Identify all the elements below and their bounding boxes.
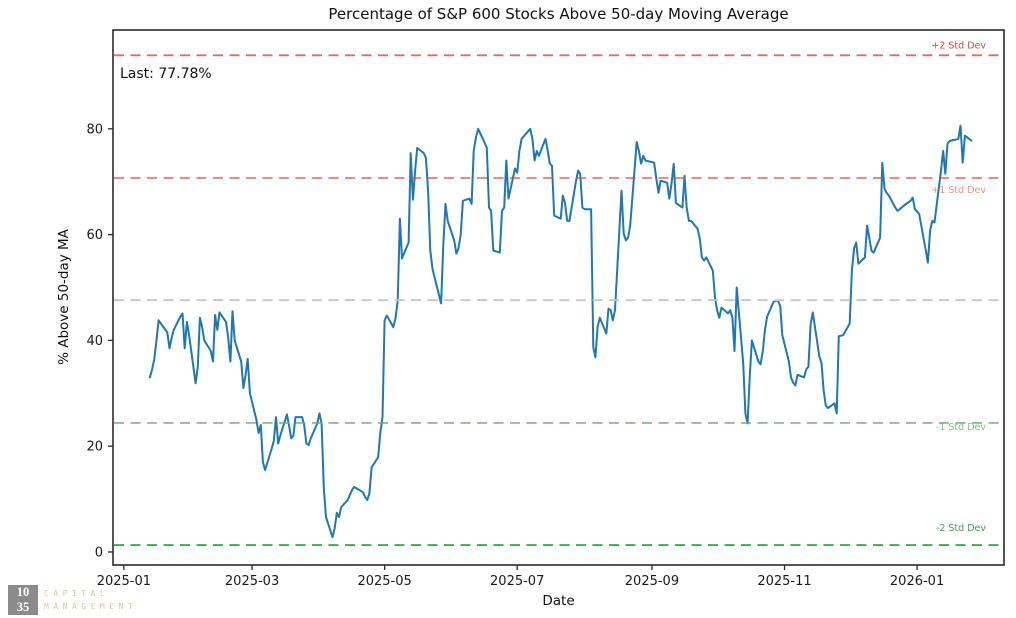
x-axis-label: Date [542, 593, 575, 609]
y-tick-label: 60 [86, 228, 103, 243]
logo-number-bottom: 35 [16, 600, 30, 614]
x-tick-label: 2025-11 [757, 574, 811, 589]
company-logo: 10 35 CAPITAL MANAGEMENT [8, 585, 137, 615]
chart-title: Percentage of S&P 600 Stocks Above 50-da… [328, 5, 789, 23]
logo-number-top: 10 [16, 585, 30, 599]
logo-wordmark: CAPITAL MANAGEMENT [44, 585, 137, 613]
x-tick-label: 2025-05 [357, 574, 411, 589]
x-tick-label: 2025-03 [225, 574, 279, 589]
logo-management-text: MANAGEMENT [44, 602, 138, 611]
plot-border [112, 29, 1005, 566]
y-tick-label: 80 [86, 122, 103, 137]
y-tick-label: 20 [86, 440, 103, 455]
x-tick-label: 2025-01 [97, 574, 151, 589]
x-tick-label: 2026-01 [890, 574, 944, 589]
std-dev-label: -2 Std Dev [936, 523, 986, 534]
y-axis-label: % Above 50-day MA [56, 229, 72, 365]
x-tick-label: 2025-07 [490, 574, 544, 589]
x-tick-label: 2025-09 [625, 574, 679, 589]
logo-1035-mark: 10 35 [8, 585, 38, 615]
std-dev-label: -1 Std Dev [936, 422, 986, 433]
y-tick-label: 40 [86, 334, 103, 349]
std-dev-label: +2 Std Dev [931, 40, 986, 51]
last-value-annotation: Last: 77.78% [120, 66, 212, 82]
logo-capital-text: CAPITAL [44, 589, 110, 598]
series-line [148, 124, 973, 539]
std-dev-label: +1 Std Dev [931, 185, 986, 196]
y-tick-label: 0 [95, 545, 103, 560]
